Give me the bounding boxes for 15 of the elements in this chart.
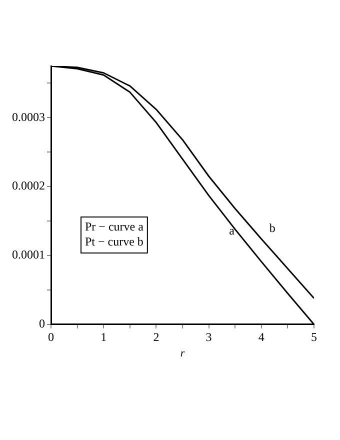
x-tick-label: 1 [100, 330, 107, 344]
y-tick-label: 0.0003 [12, 110, 45, 124]
y-tick-label: 0.0002 [12, 178, 45, 193]
series-label: a [229, 223, 236, 238]
series-label: b [269, 221, 276, 236]
x-tick-label: 5 [311, 330, 317, 344]
y-tick-label: 0 [39, 316, 45, 331]
x-tick-label: 0 [48, 330, 54, 344]
x-tick-label: 3 [206, 330, 212, 344]
y-tick-label: 0.0001 [12, 248, 45, 262]
x-tick-label: 4 [258, 330, 264, 344]
x-axis-title: r [180, 347, 186, 360]
annotation: Pr − curve a [85, 220, 144, 234]
annotation: Pt − curve b [85, 234, 144, 249]
x-tick-label: 2 [153, 330, 160, 344]
